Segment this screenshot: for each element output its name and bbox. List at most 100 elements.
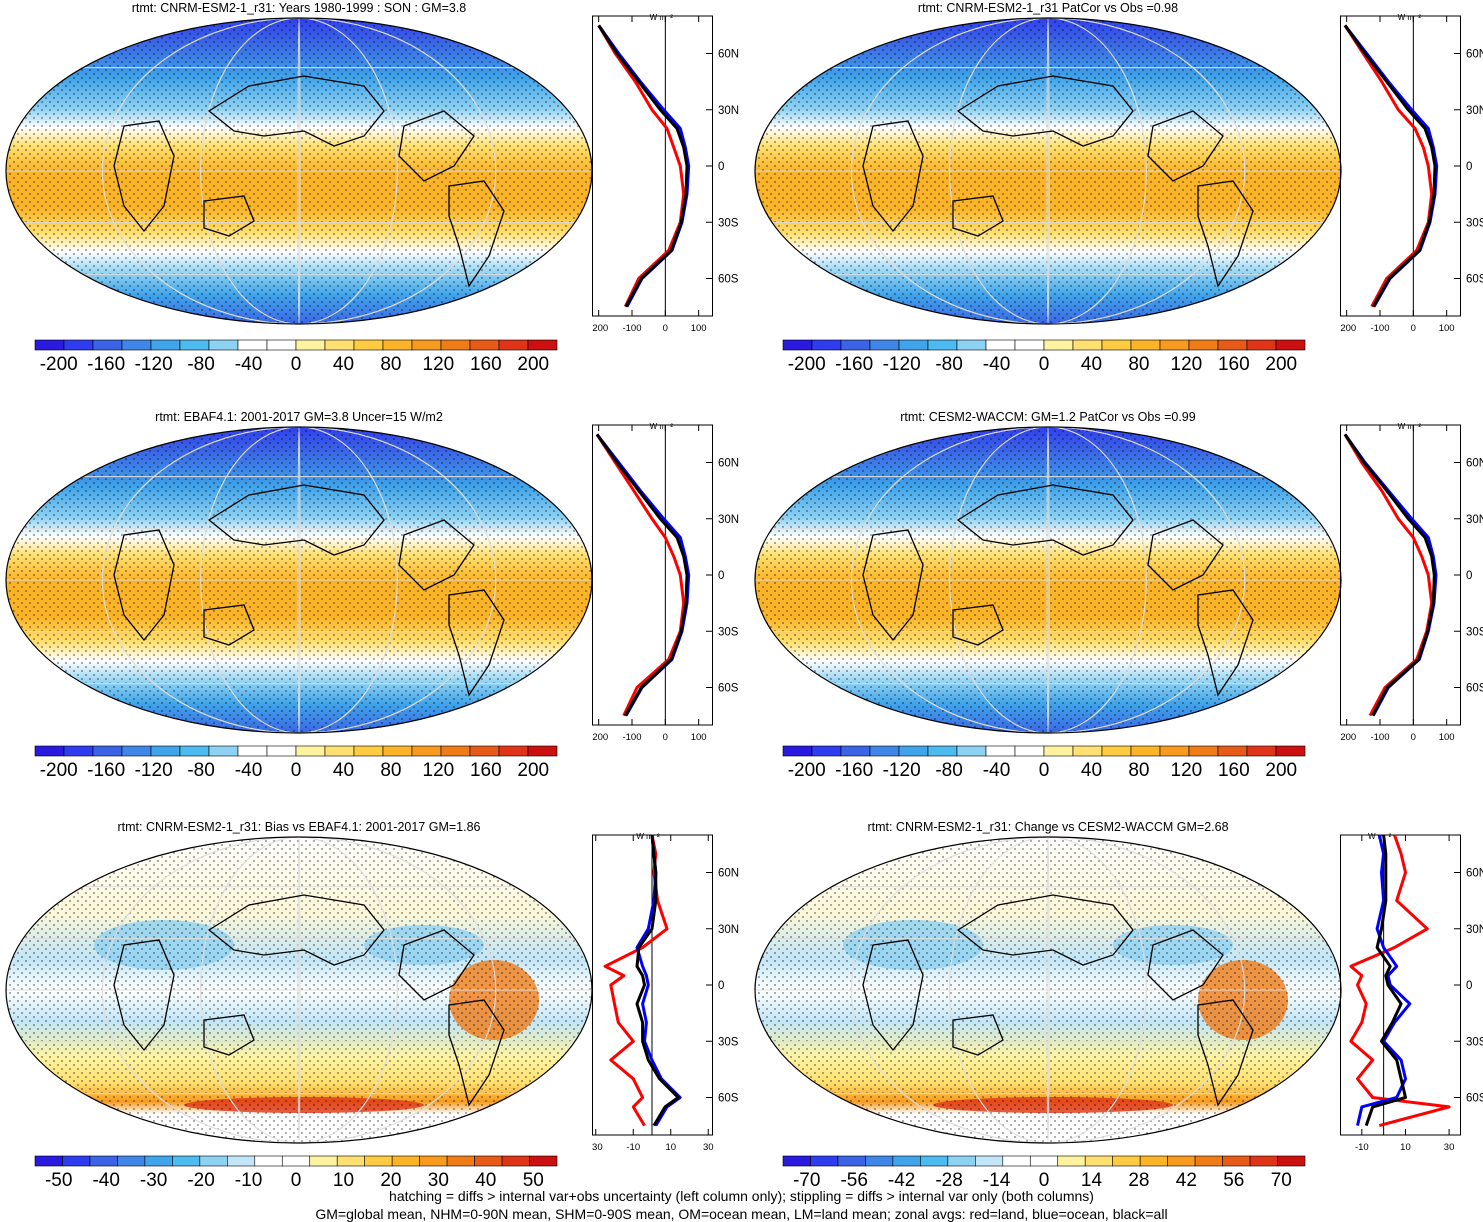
colorbar-swatch [324,745,355,757]
panel-title: rtmt: EBAF4.1: 2001-2017 GM=3.8 Uncer=15… [155,410,443,424]
colorbar-tick-label: 200 [517,354,549,373]
colorbar-tick-label: 0 [291,1170,302,1189]
zonal-x-tick-label: 100 [1439,323,1455,334]
panel-title: rtmt: CNRM-ESM2-1_r31: Change vs CESM2-W… [867,820,1229,834]
zonal-series-line [1343,24,1437,308]
colorbar-tick-label: -14 [983,1170,1011,1189]
colorbar-swatch [440,339,471,351]
zonal-lat-tick-label: 30N [718,514,739,526]
zonal-unit-label: W m⁻² [650,13,674,22]
colorbar-swatch [309,1155,338,1167]
colorbar-swatch [474,1155,503,1167]
colorbar-swatch [324,339,355,351]
colorbar-swatch [1194,1155,1223,1167]
colorbar-tick-label: -120 [883,354,921,373]
colorbar-tick-label: 160 [1218,354,1250,373]
colorbar-swatch [1275,339,1306,351]
colorbar-swatch [411,339,442,351]
colorbar-swatch [1072,745,1103,757]
zonal-series-line [635,834,680,1127]
colorbar-swatch [869,745,900,757]
colorbar-swatch [1101,339,1132,351]
colorbar-swatch [501,1155,530,1167]
zonal-mean-panel: W m⁻² 60N 30N 0 30S 60S -200 -100 0 100 [1340,422,1483,743]
colorbar-tick-label: 160 [470,760,502,779]
colorbar-tick-label: -40 [92,1170,119,1189]
colorbar-tick-label: -70 [793,1170,820,1189]
zonal-lat-tick-label: 30S [1466,626,1483,638]
zonal-x-tick-label: -200 [592,323,608,334]
zonal-lat-tick-label: 60N [718,868,739,880]
colorbar-tick-label: -80 [935,760,962,779]
panel-title: rtmt: CNRM-ESM2-1_r31: Years 1980-1999 :… [131,1,467,15]
colorbar-swatch [364,1155,393,1167]
zonal-series-line [1343,433,1434,717]
zonal-unit-label: W m⁻² [1398,422,1422,431]
colorbar-swatch [1130,745,1161,757]
colorbar-swatch [266,745,297,757]
colorbar-swatch [898,339,929,351]
zonal-lat-tick-label: 60S [1466,683,1483,695]
colorbar-tick-label: 160 [470,354,502,373]
zonal-lat-tick-label: 60S [718,1093,739,1105]
colorbar-swatch [985,745,1016,757]
colorbar-swatch [295,339,326,351]
footer-line-1: hatching = diffs > internal var+obs unce… [389,1188,1094,1204]
zonal-lat-tick-label: 0 [1466,570,1472,582]
colorbar-swatch [92,745,123,757]
colorbar-swatch [1029,1155,1059,1167]
colorbar: -50 -40 -30 -20 -10 0 10 20 30 40 50 [34,1155,558,1189]
zonal-unit-label: W m⁻² [1398,13,1422,22]
zonal-lat-tick-label: 30N [1466,105,1483,117]
colorbar-swatch [811,745,842,757]
colorbar-swatch [62,1155,91,1167]
colorbar-swatch [1159,745,1190,757]
zonal-series-line [603,834,669,1127]
zonal-lat-tick-label: 30S [1466,217,1483,229]
colorbar-swatch [985,339,1016,351]
colorbar-swatch [975,1155,1004,1167]
colorbar-swatch [1222,1155,1251,1167]
colorbar-swatch [840,745,871,757]
colorbar-swatch [469,339,500,351]
colorbar-swatch [469,745,500,757]
colorbar-swatch [353,339,384,351]
colorbar-swatch [892,1155,921,1167]
zonal-x-tick-label: 100 [691,323,707,334]
colorbar-tick-label: 42 [1176,1170,1197,1189]
colorbar-swatch [947,1155,976,1167]
colorbar-swatch [179,339,210,351]
colorbar-tick-label: -30 [140,1170,167,1189]
zonal-x-tick-label: 30 [703,1142,714,1153]
colorbar-swatch [1101,745,1132,757]
colorbar-swatch [254,1155,283,1167]
zonal-lat-tick-label: 30N [1466,514,1483,526]
colorbar-swatch [281,1155,311,1167]
colorbar-swatch [498,745,529,757]
colorbar-swatch [1139,1155,1168,1167]
colorbar-swatch [419,1155,448,1167]
colorbar-swatch [1002,1155,1031,1167]
map-panel [5,836,593,1144]
colorbar: -70 -56 -42 -28 -14 0 14 28 42 56 70 [782,1155,1306,1189]
zonal-lat-tick-label: 30N [718,924,739,936]
zonal-lat-tick-label: 60N [718,49,739,61]
colorbar-tick-label: 40 [1081,354,1102,373]
colorbar-tick-label: 28 [1128,1170,1149,1189]
colorbar-swatch [336,1155,365,1167]
zonal-x-tick-label: 0 [1411,732,1416,743]
zonal-lat-tick-label: 30S [718,626,739,638]
zonal-x-tick-label: -10 [626,1142,640,1153]
colorbar-tick-label: -56 [840,1170,867,1189]
colorbar-swatch [1188,339,1219,351]
zonal-mean-panel: W m⁻² 60N 30N 0 30S 60S -30 -10 10 30 [592,832,739,1153]
colorbar-swatch [89,1155,118,1167]
colorbar-tick-label: 10 [333,1170,354,1189]
colorbar-swatch [898,745,929,757]
zonal-unit-label: W m⁻² [650,422,674,431]
colorbar-tick-label: 120 [1171,760,1203,779]
colorbar-swatch [810,1155,839,1167]
colorbar-swatch [1043,745,1074,757]
zonal-lat-tick-label: 0 [718,980,724,992]
colorbar-tick-label: 0 [291,354,302,373]
